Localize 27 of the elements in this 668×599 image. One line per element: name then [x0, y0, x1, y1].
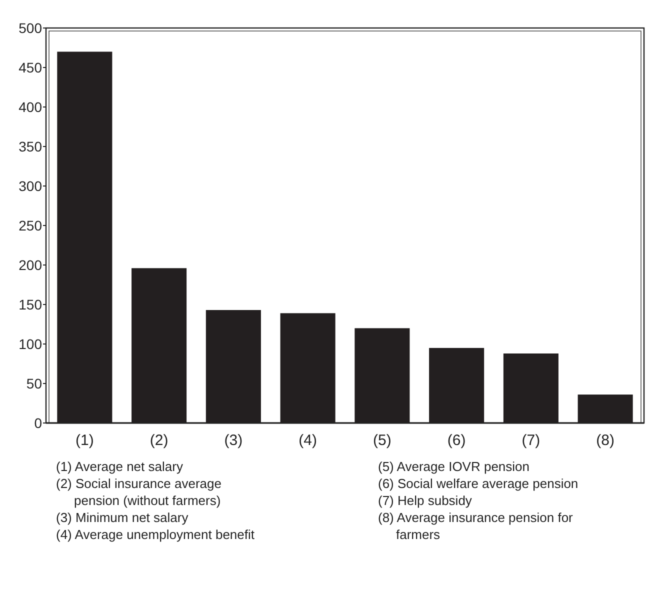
text: (4) Average unemployment benefit: [56, 527, 255, 542]
text: (5) Average IOVR pension: [378, 459, 530, 474]
x-tick-label: (7): [522, 432, 540, 449]
y-tick-label: 50: [26, 375, 42, 392]
y-tick-label: 300: [18, 178, 42, 194]
text: (7) Help subsidy: [378, 493, 472, 508]
x-tick-label: (4): [298, 432, 317, 449]
text: (6) Social welfare average pension: [378, 476, 578, 491]
y-tick-label: 0: [34, 414, 42, 431]
x-tick-label: (5): [373, 432, 392, 449]
text: (2) Social insurance average pension (without farmers): [56, 476, 222, 508]
y-tick-label: 100: [18, 336, 42, 352]
text: (1) Average net salary: [56, 459, 184, 474]
y-tick-label: 450: [18, 59, 42, 76]
text: (8) Average insurance pension for farmers: [378, 510, 574, 542]
y-tick-label: 500: [18, 20, 42, 36]
y-tick-label: 400: [18, 98, 42, 115]
y-tick-label: 250: [18, 217, 42, 234]
x-tick-label: (2): [150, 432, 168, 449]
text: (3) Minimum net salary: [56, 510, 189, 525]
y-tick-label: 150: [18, 296, 42, 312]
x-tick-label: (8): [596, 432, 614, 449]
x-tick-label: (3): [224, 432, 243, 449]
y-tick-label: 350: [18, 138, 42, 154]
y-tick-label: 200: [18, 256, 42, 273]
x-tick-label: (1): [76, 432, 94, 449]
x-tick-label: (6): [447, 432, 466, 449]
